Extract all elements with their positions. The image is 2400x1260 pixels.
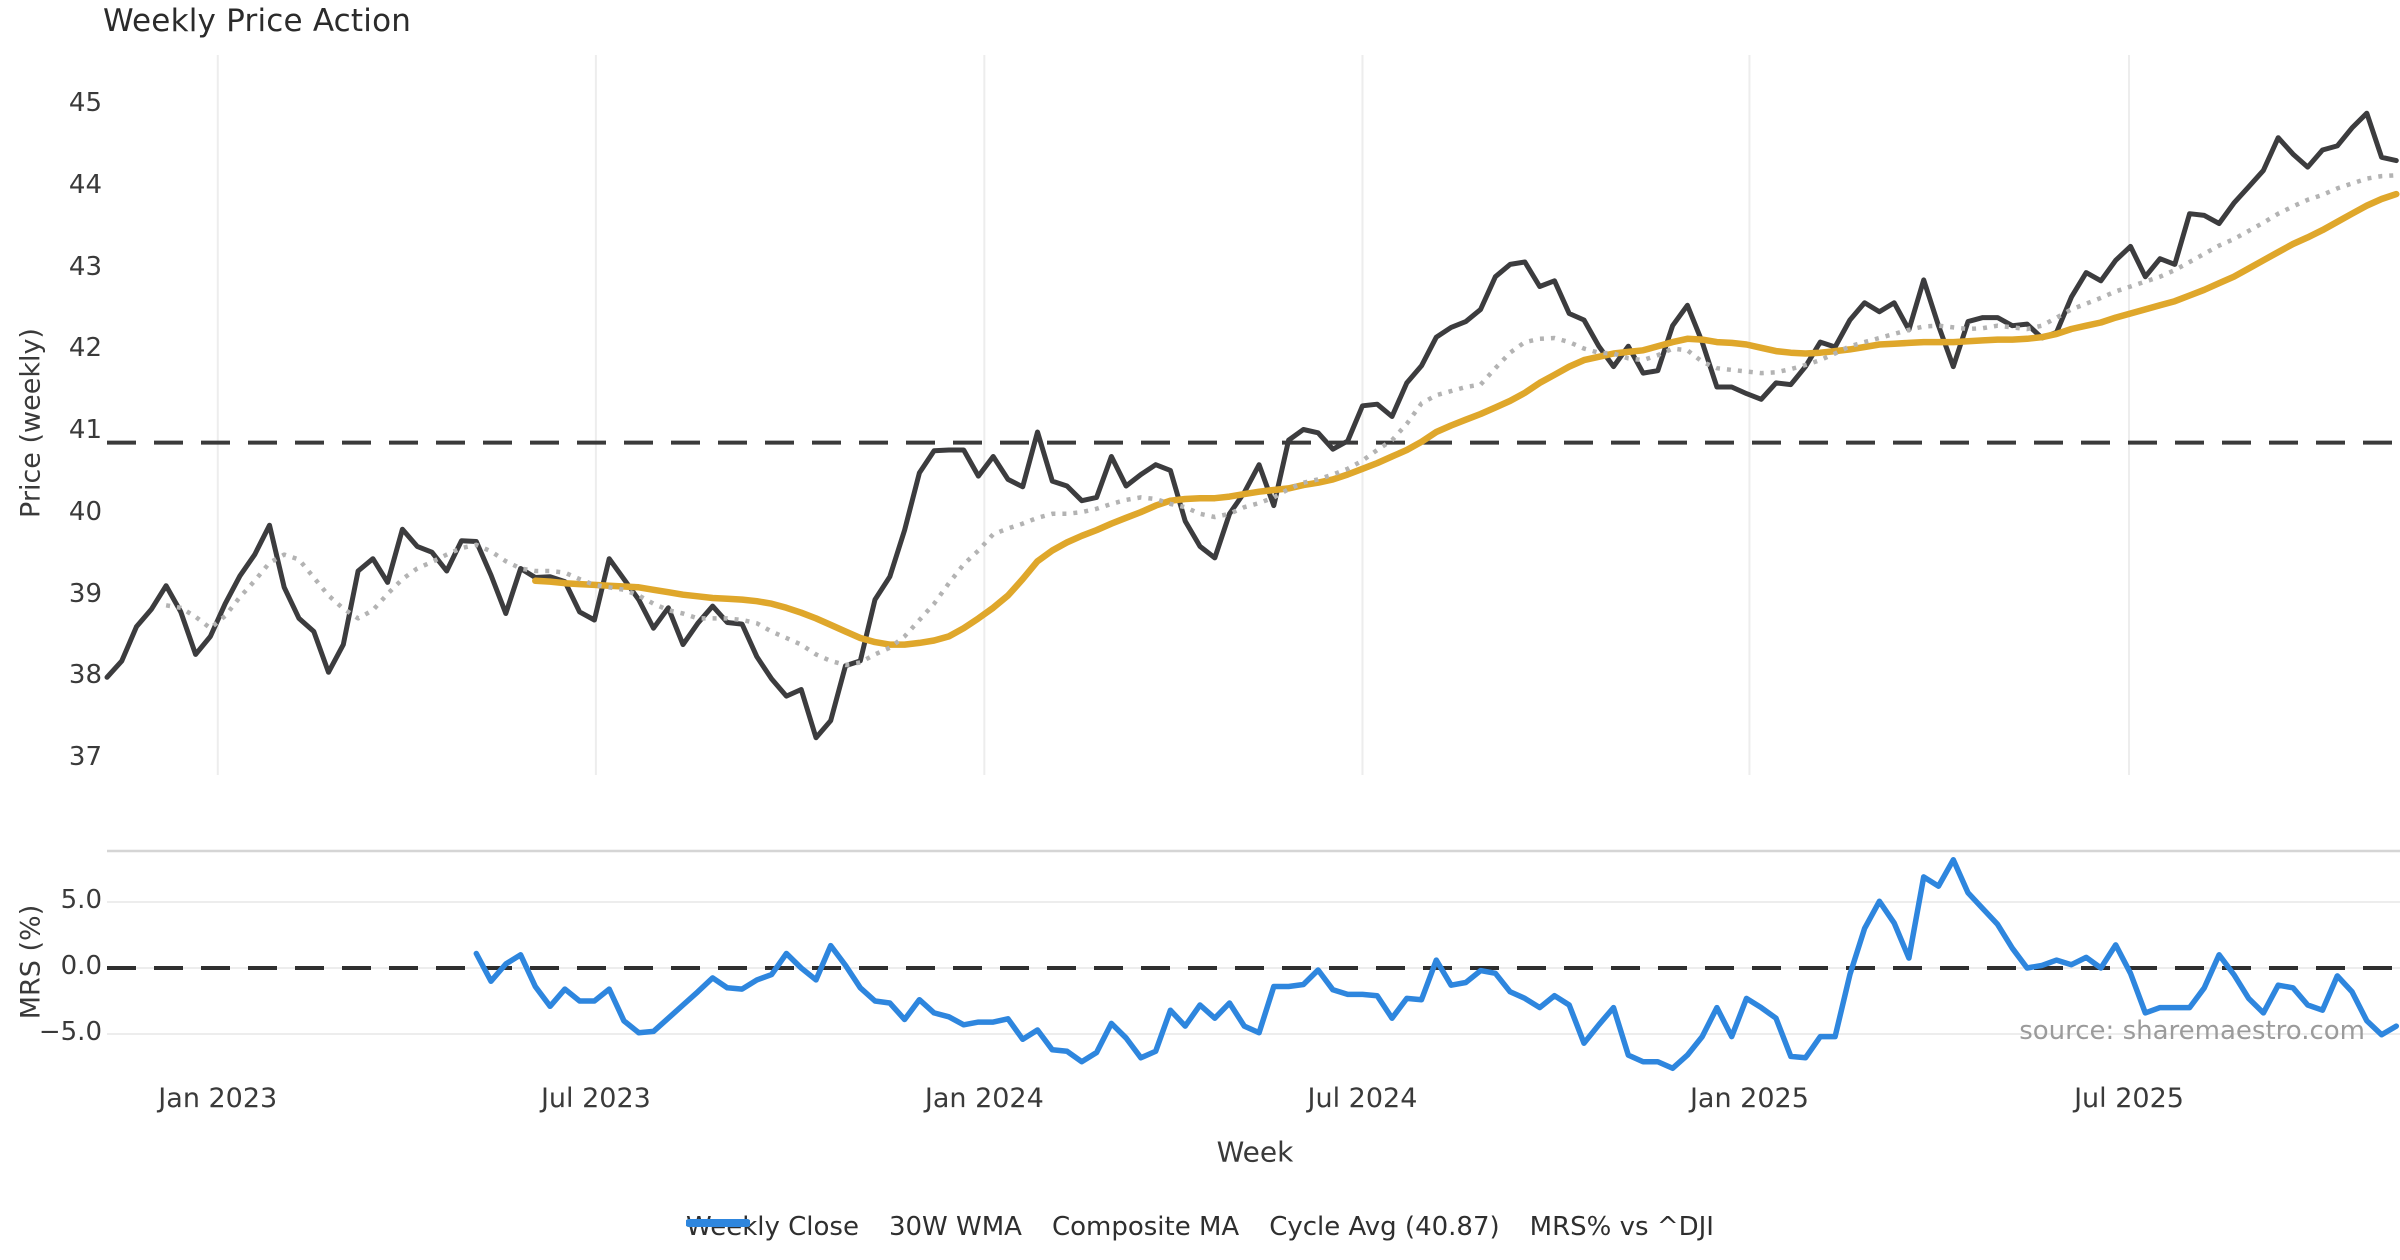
series-mrs-vs-dji (473, 857, 2400, 1072)
mrs-tick-label: −5.0 (38, 1017, 102, 1047)
chart-legend: Weekly Close 30W WMA Composite MA Cycle Avg… (686, 1212, 1714, 1242)
legend-label: Composite MA (1051, 1212, 1240, 1242)
mrs-tick-label: 5.0 (60, 885, 102, 915)
price-tick-label: 37 (68, 742, 102, 772)
legend-label: MRS% vs ^DJI (1529, 1212, 1714, 1242)
x-tick-label: Jul 2023 (540, 1083, 651, 1114)
legend-item-composite-ma: Composite MA (689, 1212, 1240, 1242)
series-30w-wma (532, 190, 2400, 648)
x-tick-label: Jul 2024 (1307, 1083, 1418, 1114)
price-tick-label: 40 (68, 496, 102, 527)
mrs-tick-label: 0.0 (60, 951, 102, 981)
legend-label: 30W WMA (888, 1212, 1022, 1242)
legend-label: Cycle Avg (40.87) (1269, 1212, 1500, 1242)
price-tick-label: 44 (68, 169, 102, 200)
price-tick-label: 42 (68, 333, 102, 364)
legend-item-30w-wma: 30W WMA (686, 1212, 1022, 1242)
price-tick-label: 38 (68, 660, 102, 691)
x-tick-label: Jan 2025 (1689, 1083, 1809, 1114)
x-tick-label: Jul 2025 (2074, 1083, 2184, 1114)
series-composite-ma (165, 173, 2397, 668)
chart-title: Weekly Price Action (103, 3, 412, 39)
price-tick-label: 39 (68, 578, 102, 609)
price-tick-label: 43 (68, 251, 102, 282)
price-tick-label: 41 (68, 415, 102, 445)
price-tick-label: 45 (68, 88, 102, 118)
series-weekly-close (104, 110, 2399, 741)
legend-item-mrs-vs-dji: MRS% vs ^DJI (686, 1212, 1714, 1242)
x-tick-label: Jan 2023 (158, 1083, 278, 1114)
legend-item-cycle-avg-40-87: Cycle Avg (40.87) (689, 1212, 1500, 1242)
x-axis-label: Week (1216, 1135, 1294, 1169)
x-tick-label: Jan 2024 (924, 1083, 1044, 1114)
source-note: source: sharemaestro.com (2019, 1016, 2365, 1046)
legend-line-swatch (686, 1219, 751, 1227)
